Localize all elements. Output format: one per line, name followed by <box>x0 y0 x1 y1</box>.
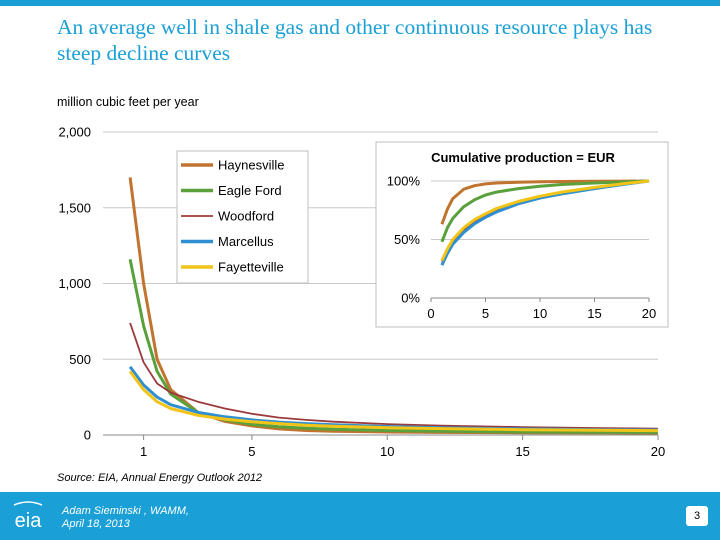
legend-label-eagle-ford: Eagle Ford <box>218 183 282 198</box>
inset-x-tick-label: 10 <box>533 306 547 321</box>
inset-title: Cumulative production = EUR <box>431 150 615 165</box>
y-tick-label: 1,500 <box>58 200 91 215</box>
inset-chart-frame <box>375 141 669 328</box>
x-tick-label: 15 <box>515 444 529 459</box>
inset-x-tick-label: 5 <box>482 306 489 321</box>
svg-text:eia: eia <box>15 510 43 532</box>
eia-logo-icon: eia <box>13 501 43 532</box>
slide-title: An average well in shale gas and other c… <box>57 15 653 65</box>
y-tick-label: 1,000 <box>58 276 91 291</box>
units-label: million cubic feet per year <box>57 95 199 109</box>
inset-x-tick-label: 0 <box>427 306 434 321</box>
x-tick-label: 20 <box>651 444 665 459</box>
inset-y-tick-label: 50% <box>394 232 420 247</box>
legend-label-woodford: Woodford <box>218 209 274 224</box>
y-tick-label: 2,000 <box>58 125 91 140</box>
footer-bar <box>0 492 720 540</box>
source-note: Source: EIA, Annual Energy Outlook 2012 <box>57 472 263 484</box>
legend-box <box>176 150 309 284</box>
x-tick-label: 1 <box>140 444 147 459</box>
legend-label-marcellus: Marcellus <box>218 234 274 249</box>
inset-series-line-fayetteville <box>440 179 650 262</box>
legend-label-haynesville: Haynesville <box>218 158 284 173</box>
presentation-date: April 18, 2013 <box>62 518 130 530</box>
y-tick-label: 500 <box>69 352 91 367</box>
inset-series-line-haynesville <box>440 179 650 225</box>
presenter-info: Adam Sieminski , WAMM, April 18, 2013 <box>62 505 189 531</box>
inset-series-line-eagle-ford <box>440 179 650 243</box>
series-line-marcellus <box>128 365 659 432</box>
top-accent-bar <box>0 0 720 6</box>
x-tick-label: 10 <box>380 444 394 459</box>
inset-x-tick-label: 20 <box>642 306 656 321</box>
inset-y-tick-label: 0% <box>401 291 420 306</box>
x-tick-label: 5 <box>248 444 255 459</box>
y-tick-label: 0 <box>84 428 91 443</box>
legend-label-fayetteville: Fayetteville <box>218 260 284 275</box>
series-line-eagle-ford <box>128 259 659 434</box>
page-number: 3 <box>686 506 708 526</box>
presenter-name: Adam Sieminski , WAMM, <box>62 505 189 517</box>
series-line-fayetteville <box>128 370 659 433</box>
inset-y-tick-label: 100% <box>387 174 421 189</box>
inset-x-tick-label: 15 <box>587 306 601 321</box>
series-line-woodford <box>129 322 659 430</box>
